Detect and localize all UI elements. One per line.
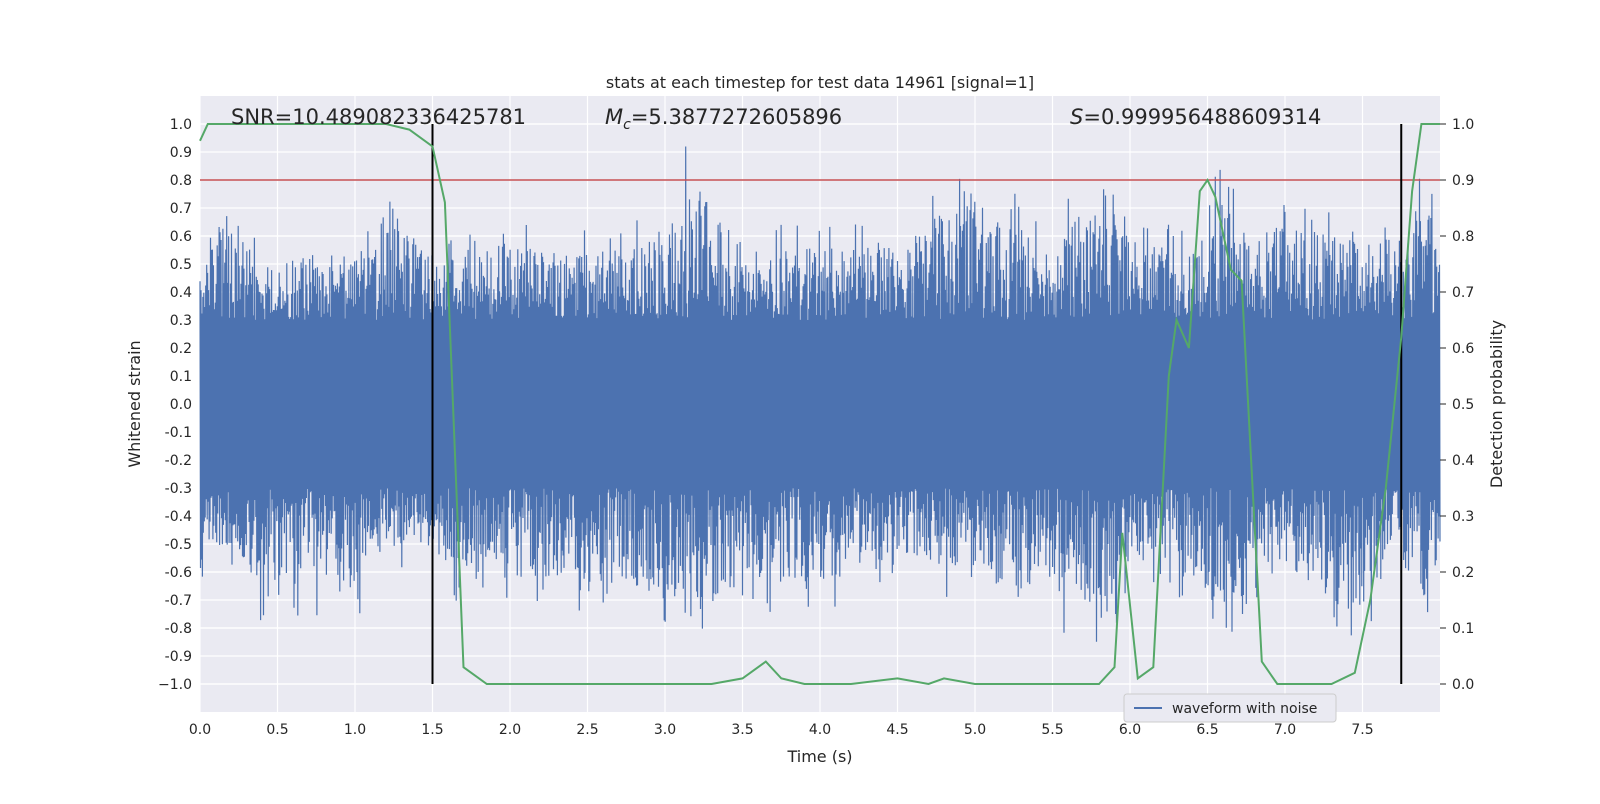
x-tick-label: 4.5 <box>886 722 908 738</box>
y-tick-label: -0.9 <box>165 649 192 665</box>
score-annotation: S=0.999956488609314 <box>1070 105 1321 129</box>
x-tick-label: 2.0 <box>499 722 521 738</box>
probability-series <box>199 123 1440 686</box>
x-tick-label: 2.5 <box>576 722 598 738</box>
y-tick-label: 0.3 <box>170 313 192 329</box>
y2-tick-label: 0.2 <box>1452 565 1474 581</box>
y-tick-label: -0.3 <box>165 481 192 497</box>
x-tick-label: 3.0 <box>654 722 676 738</box>
y2-tick-label: 0.1 <box>1452 621 1474 637</box>
y-axis-label: Whitened strain <box>125 340 144 467</box>
x-tick-label: 7.5 <box>1351 722 1373 738</box>
axis-ticks: 0.0 0.5 1.0 1.5 2.0 2.5 3.0 3.5 4.0 4.5 5.0 5.5 6.0 6… <box>158 117 1474 738</box>
y2-tick-label: 0.9 <box>1452 173 1474 189</box>
y-tick-label: 0.4 <box>170 285 192 301</box>
mc-subscript: c <box>623 117 631 133</box>
y2-tick-label: 0.4 <box>1452 453 1474 469</box>
s-value: =0.999956488609314 <box>1083 105 1321 129</box>
x-tick-label: 1.0 <box>344 722 366 738</box>
y-tick-label: 0.8 <box>170 173 192 189</box>
y-tick-label: 1.0 <box>170 117 192 133</box>
snr-annotation: SNR=10.489082336425781 <box>231 105 526 129</box>
y-tick-label: 0.0 <box>170 397 192 413</box>
x-axis-label: Time (s) <box>786 747 852 766</box>
x-tick-label: 6.5 <box>1196 722 1218 738</box>
mc-symbol: M <box>605 105 623 129</box>
y-tick-label: −1.0 <box>158 677 192 693</box>
x-tick-label: 7.0 <box>1274 722 1296 738</box>
y-tick-label: -0.4 <box>165 509 192 525</box>
y-tick-label: 0.5 <box>170 257 192 273</box>
event-lines <box>431 124 1403 684</box>
y2-tick-label: 0.6 <box>1452 341 1474 357</box>
x-tick-label: 6.0 <box>1119 722 1141 738</box>
s-symbol: S <box>1070 105 1083 129</box>
y2-tick-label: 1.0 <box>1452 117 1474 133</box>
y-tick-label: 0.2 <box>170 341 192 357</box>
y-tick-label: -0.2 <box>165 453 192 469</box>
legend: waveform with noise <box>1123 693 1337 723</box>
waveform-series <box>199 146 1441 642</box>
y2-tick-label: 0.3 <box>1452 509 1474 525</box>
y-tick-label: -0.1 <box>165 425 192 441</box>
y-tick-label: 0.1 <box>170 369 192 385</box>
y-tick-label: -0.6 <box>165 565 192 581</box>
x-tick-label: 5.0 <box>964 722 986 738</box>
y2-tick-label: 0.7 <box>1452 285 1474 301</box>
y2-tick-label: 0.8 <box>1452 229 1474 245</box>
y2-tick-label: 0.5 <box>1452 397 1474 413</box>
y-tick-label: -0.8 <box>165 621 192 637</box>
y-tick-label: 0.9 <box>170 145 192 161</box>
y-tick-label: -0.5 <box>165 537 192 553</box>
y-tick-label: -0.7 <box>165 593 192 609</box>
plot-title: stats at each timestep for test data 149… <box>606 73 1034 92</box>
y-tick-label: 0.6 <box>170 229 192 245</box>
x-tick-label: 3.5 <box>731 722 753 738</box>
x-tick-label: 4.0 <box>809 722 831 738</box>
chirp-mass-annotation: Mc=5.3877272605896 <box>605 105 842 133</box>
chart-marks <box>199 123 1441 686</box>
legend-label: waveform with noise <box>1172 701 1317 717</box>
y-tick-label: 0.7 <box>170 201 192 217</box>
x-tick-label: 5.5 <box>1041 722 1063 738</box>
x-tick-label: 0.5 <box>266 722 288 738</box>
x-tick-label: 1.5 <box>421 722 443 738</box>
x-tick-label: 0.0 <box>189 722 211 738</box>
y2-axis-label: Detection probability <box>1487 320 1506 488</box>
legend-box <box>1123 693 1337 723</box>
mc-value: =5.3877272605896 <box>631 105 842 129</box>
y2-tick-label: 0.0 <box>1452 677 1474 693</box>
